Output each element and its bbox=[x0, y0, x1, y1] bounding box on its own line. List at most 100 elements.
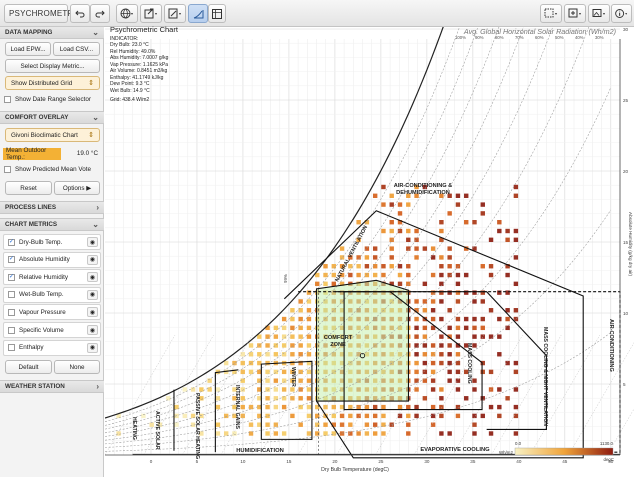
data-cell bbox=[273, 325, 279, 331]
undo-icon bbox=[75, 10, 85, 17]
pmv-toggle[interactable]: Show Predicted Mean Vote bbox=[4, 166, 91, 173]
data-cell bbox=[339, 413, 345, 419]
metric-row[interactable]: Enthalpy ◉ bbox=[3, 339, 101, 356]
data-cell bbox=[397, 413, 403, 419]
comfort-chart-select[interactable]: Givoni Bioclimatic Chart ⇕ bbox=[5, 128, 100, 142]
psychrometric-chart[interactable]: 100% 90% 80% 70% 60% 50% 40% 30% AIR-CONDITIONIN… bbox=[105, 27, 634, 477]
load-csv-button[interactable]: Load CSV... bbox=[53, 42, 100, 56]
metric-checkbox[interactable]: ✓ bbox=[8, 238, 15, 246]
section-data-mapping[interactable]: DATA MAPPING ⌄ bbox=[0, 26, 104, 39]
data-cell bbox=[455, 413, 461, 419]
data-cell bbox=[505, 360, 510, 366]
options-button[interactable]: Options ▶ bbox=[54, 181, 100, 195]
data-cell bbox=[207, 378, 212, 383]
eye-icon[interactable]: ◉ bbox=[87, 325, 98, 335]
data-cell bbox=[306, 308, 312, 313]
data-cell bbox=[273, 369, 279, 375]
metric-checkbox[interactable] bbox=[8, 291, 15, 299]
data-cell bbox=[116, 431, 121, 436]
data-cell bbox=[464, 325, 469, 331]
section-chart-metrics[interactable]: CHART METRICS ⌄ bbox=[0, 218, 104, 231]
metric-checkbox[interactable] bbox=[8, 326, 15, 334]
data-cell bbox=[505, 396, 510, 401]
data-cell bbox=[464, 369, 469, 375]
data-cell bbox=[414, 369, 419, 375]
none-metrics-button[interactable]: None bbox=[54, 360, 100, 374]
eye-icon[interactable]: ◉ bbox=[87, 307, 98, 318]
enthalpy-line bbox=[568, 342, 634, 456]
eye-icon[interactable]: ◉ bbox=[87, 342, 98, 353]
x-tick-label: 25 bbox=[378, 459, 384, 464]
section-comfort-overlay[interactable]: COMFORT OVERLAY ⌄ bbox=[0, 111, 104, 124]
metric-checkbox[interactable]: ✓ bbox=[8, 256, 15, 264]
metric-checkbox[interactable] bbox=[8, 308, 15, 316]
data-cell bbox=[215, 422, 221, 427]
data-cell bbox=[505, 308, 510, 313]
select-metric-button[interactable]: Select Display Metric... bbox=[5, 59, 100, 73]
image-icon bbox=[592, 9, 605, 17]
section-weather-station[interactable]: WEATHER STATION › bbox=[0, 380, 104, 393]
selection-menu-button[interactable] bbox=[540, 4, 562, 23]
zone-label: 99% bbox=[283, 274, 288, 283]
data-cell bbox=[406, 413, 411, 419]
chart-panel[interactable]: 100% 90% 80% 70% 60% 50% 40% 30% AIR-CONDITIONIN… bbox=[105, 26, 634, 477]
data-cell bbox=[248, 352, 254, 357]
reset-button[interactable]: Reset bbox=[5, 181, 52, 195]
edit-menu-button[interactable] bbox=[164, 4, 186, 23]
data-cell bbox=[422, 308, 428, 313]
load-epw-button[interactable]: Load EPW... bbox=[5, 42, 51, 56]
mean-outdoor-temp-value[interactable]: 19.0 °C bbox=[76, 150, 98, 157]
globe-menu-button[interactable] bbox=[116, 4, 138, 23]
image-menu-button[interactable] bbox=[588, 4, 610, 23]
table-view-button[interactable] bbox=[208, 4, 226, 23]
data-cell bbox=[232, 387, 237, 392]
mean-outdoor-temp-row[interactable]: Mean Outdoor Temp.: 19.0 °C bbox=[3, 147, 101, 161]
data-cell bbox=[497, 316, 502, 322]
pmv-checkbox[interactable] bbox=[4, 166, 11, 173]
eye-icon[interactable]: ◉ bbox=[87, 254, 98, 265]
info-menu-button[interactable] bbox=[611, 4, 632, 23]
metric-row[interactable]: ✓ Relative Humidity ◉ bbox=[3, 269, 101, 286]
y-tick-label: 30 bbox=[623, 27, 629, 32]
data-cell bbox=[240, 413, 245, 419]
data-cell bbox=[182, 387, 188, 392]
date-range-toggle[interactable]: Show Date Range Selector bbox=[4, 96, 91, 103]
data-cell bbox=[290, 369, 295, 375]
data-cell bbox=[447, 246, 452, 251]
chart-view-button[interactable] bbox=[188, 4, 208, 23]
eye-icon[interactable]: ◉ bbox=[87, 289, 98, 300]
app-mode-button[interactable]: PSYCHROMETRY bbox=[4, 4, 79, 23]
section-process-lines[interactable]: PROCESS LINES › bbox=[0, 201, 104, 214]
redo-button[interactable] bbox=[90, 4, 110, 23]
date-range-label: Show Date Range Selector bbox=[15, 96, 91, 103]
data-cell bbox=[290, 343, 295, 348]
eye-icon[interactable]: ◉ bbox=[87, 272, 98, 283]
metric-row[interactable]: Vapour Pressure ◉ bbox=[3, 304, 101, 321]
default-metrics-button[interactable]: Default bbox=[5, 360, 52, 374]
metric-row[interactable]: Specific Volume ◉ bbox=[3, 322, 101, 338]
selection-icon bbox=[544, 8, 557, 18]
data-cell bbox=[513, 193, 519, 198]
data-cell bbox=[281, 387, 287, 392]
metric-checkbox[interactable]: ✓ bbox=[8, 273, 15, 281]
data-cell bbox=[439, 316, 444, 322]
data-cell bbox=[265, 352, 270, 357]
x-tick-label: 30 bbox=[424, 459, 430, 464]
eye-icon[interactable]: ◉ bbox=[87, 237, 98, 247]
data-cell bbox=[455, 334, 461, 339]
grid-mode-select[interactable]: Show Distributed Grid ⇕ bbox=[5, 76, 100, 90]
undo-button[interactable] bbox=[70, 4, 90, 23]
comfort-chart-value: Givoni Bioclimatic Chart bbox=[11, 131, 78, 139]
date-range-checkbox[interactable] bbox=[4, 96, 11, 103]
data-cell bbox=[298, 334, 303, 339]
export-menu-button[interactable] bbox=[140, 4, 162, 23]
data-cell bbox=[505, 228, 510, 234]
metric-checkbox[interactable] bbox=[8, 344, 15, 352]
zoom-menu-button[interactable] bbox=[564, 4, 586, 23]
metric-row[interactable]: ✓ Dry-Bulb Temp. ◉ bbox=[3, 234, 101, 250]
metric-row[interactable]: Wet-Bulb Temp. ◉ bbox=[3, 286, 101, 303]
data-cell bbox=[447, 334, 452, 339]
data-cell bbox=[174, 422, 179, 427]
metric-row[interactable]: ✓ Absolute Humidity ◉ bbox=[3, 251, 101, 268]
data-cell bbox=[439, 387, 444, 392]
